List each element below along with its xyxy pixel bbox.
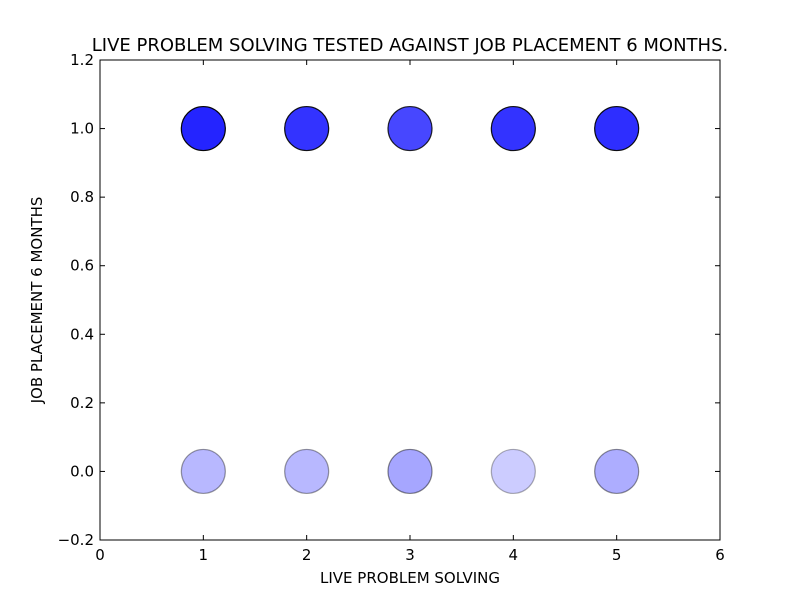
x-tick-label: 2: [302, 546, 312, 564]
y-tick-label: 1.0: [70, 120, 94, 138]
data-point-6: [180, 448, 226, 495]
data-point-10: [594, 448, 640, 495]
data-point-9: [490, 448, 536, 495]
x-tick-label: 0: [95, 546, 105, 564]
x-tick-label: 5: [612, 546, 622, 564]
y-tick-label: 0.4: [70, 325, 94, 343]
data-point-3: [387, 105, 433, 152]
data-point-7: [284, 448, 330, 495]
data-point-5: [594, 105, 640, 152]
x-tick-label: 4: [509, 546, 519, 564]
x-tick-label: 6: [715, 546, 725, 564]
x-tick-label: 1: [199, 546, 209, 564]
y-tick-label: 0.2: [70, 394, 94, 412]
x-tick-label: 3: [405, 546, 415, 564]
y-tick-label: 0.8: [70, 188, 94, 206]
data-point-1: [180, 105, 226, 152]
y-tick-label: 0.6: [70, 257, 94, 275]
x-axis-label: LIVE PROBLEM SOLVING: [320, 569, 500, 587]
chart-title: LIVE PROBLEM SOLVING TESTED AGAINST JOB …: [91, 35, 729, 56]
data-point-8: [387, 448, 433, 495]
y-tick-label: 0.0: [70, 462, 94, 480]
data-point-4: [490, 105, 536, 152]
data-point-2: [284, 105, 330, 152]
y-tick-label: 1.2: [70, 51, 94, 69]
y-tick-label: −0.2: [58, 531, 94, 549]
y-axis-label: JOB PLACEMENT 6 MONTHS: [28, 196, 46, 404]
